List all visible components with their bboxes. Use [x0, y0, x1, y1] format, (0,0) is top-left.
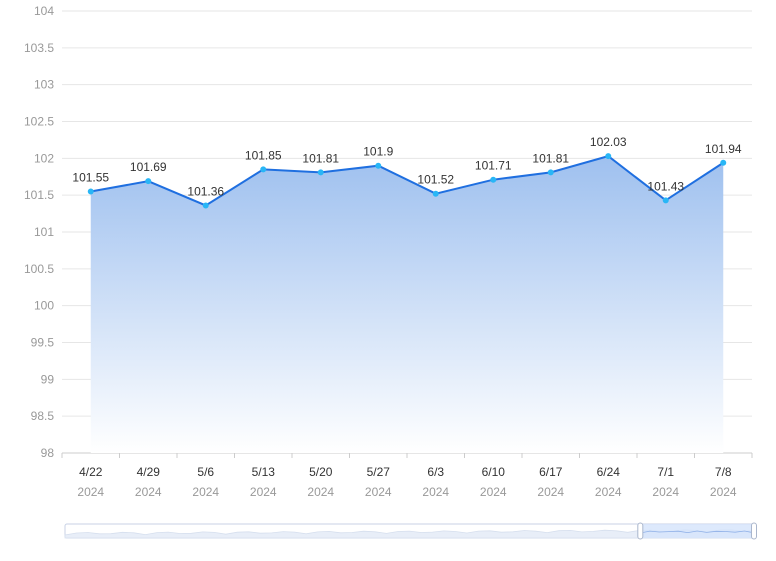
x-tick-label: 6/10 [482, 465, 506, 479]
y-tick-label: 100.5 [24, 262, 54, 276]
x-tick-year-label: 2024 [135, 485, 162, 499]
x-tick-label: 5/27 [367, 465, 391, 479]
y-tick-label: 100 [34, 299, 54, 313]
x-tick-label: 5/20 [309, 465, 333, 479]
x-tick-year-label: 2024 [480, 485, 507, 499]
y-tick-label: 98.5 [31, 409, 55, 423]
x-tick-year-label: 2024 [307, 485, 334, 499]
zoom-selected-preview [640, 530, 755, 534]
data-label: 101.36 [187, 184, 224, 198]
x-tick-year-label: 2024 [422, 485, 449, 499]
data-labels: 101.55 101.69 101.36 101.85 101.81 101.9 101.5… [72, 135, 742, 198]
y-tick-label: 104 [34, 4, 54, 18]
x-axis: 4/22 2024 4/29 2024 5/6 2024 5/13 2024 5/20 2024 5… [61, 452, 753, 499]
data-label: 101.55 [72, 170, 109, 184]
y-tick-label: 103.5 [24, 41, 54, 55]
data-label: 102.03 [590, 135, 627, 149]
x-tick-label: 5/13 [252, 465, 276, 479]
data-label: 101.9 [363, 145, 393, 159]
data-label: 101.71 [475, 159, 512, 173]
y-axis: 98 98.5 99 99.5 100 100.5 101 101.5 102 102.5 103 1… [24, 4, 54, 460]
x-tick-year-label: 2024 [710, 485, 737, 499]
data-label: 101.81 [532, 151, 569, 165]
x-tick-year-label: 2024 [192, 485, 219, 499]
y-tick-label: 101.5 [24, 188, 54, 202]
y-tick-label: 101 [34, 225, 54, 239]
data-point[interactable] [87, 188, 94, 195]
data-point[interactable] [260, 166, 267, 173]
y-tick-label: 103 [34, 78, 54, 92]
x-tick-label: 7/1 [657, 465, 674, 479]
area-series [90, 155, 724, 453]
data-point[interactable] [662, 197, 669, 204]
data-point[interactable] [547, 169, 554, 176]
data-label: 101.85 [245, 148, 282, 162]
x-tick-year-label: 2024 [537, 485, 564, 499]
y-tick-label: 98 [41, 446, 55, 460]
series-line [90, 155, 724, 207]
area-fill [90, 156, 724, 453]
data-point[interactable] [720, 159, 727, 166]
x-tick-year-label: 2024 [77, 485, 104, 499]
data-point[interactable] [432, 190, 439, 197]
x-tick-label: 4/22 [79, 465, 103, 479]
x-tick-year-label: 2024 [595, 485, 622, 499]
x-tick-label: 4/29 [137, 465, 161, 479]
data-label: 101.94 [705, 142, 742, 156]
y-tick-label: 102 [34, 151, 54, 165]
zoom-handle-left[interactable] [637, 522, 644, 540]
data-points [87, 153, 727, 209]
x-tick-label: 6/17 [539, 465, 563, 479]
data-label: 101.43 [647, 179, 684, 193]
x-tick-label: 7/8 [715, 465, 732, 479]
data-point[interactable] [605, 153, 612, 160]
y-tick-label: 102.5 [24, 115, 54, 129]
data-label: 101.81 [302, 151, 339, 165]
x-tick-year-label: 2024 [652, 485, 679, 499]
x-tick-year-label: 2024 [250, 485, 277, 499]
data-point[interactable] [490, 176, 497, 183]
data-zoom-slider[interactable] [64, 522, 757, 540]
data-point[interactable] [202, 202, 209, 209]
zoom-handle-right[interactable] [751, 522, 757, 540]
data-point[interactable] [145, 178, 152, 185]
data-label: 101.52 [417, 173, 454, 187]
x-tick-label: 5/6 [197, 465, 214, 479]
y-tick-label: 99.5 [31, 336, 55, 350]
x-tick-label: 6/3 [427, 465, 444, 479]
data-label: 101.69 [130, 160, 167, 174]
data-point[interactable] [375, 162, 382, 169]
x-tick-label: 6/24 [597, 465, 621, 479]
data-point[interactable] [317, 169, 324, 176]
y-tick-label: 99 [41, 372, 55, 386]
x-tick-year-label: 2024 [365, 485, 392, 499]
